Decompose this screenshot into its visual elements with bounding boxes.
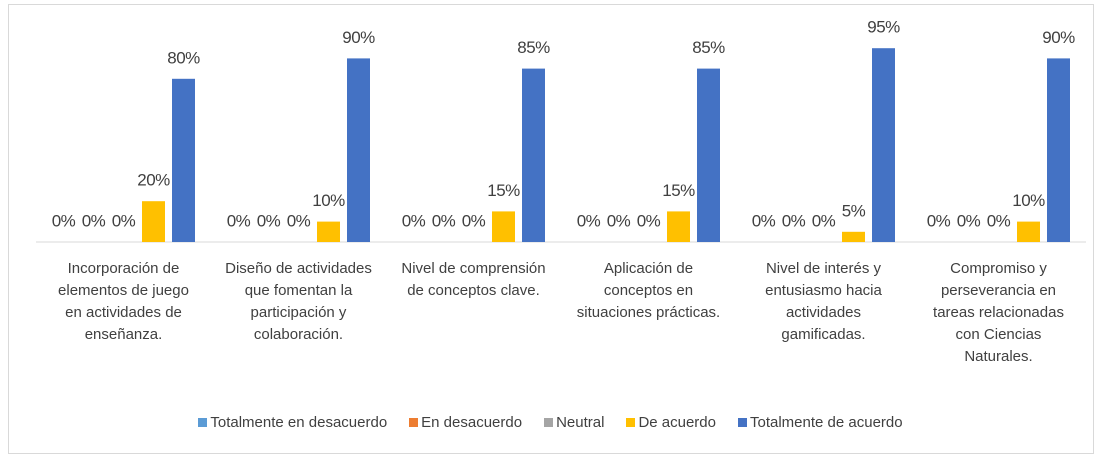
data-label: 90%	[1042, 28, 1075, 47]
legend-item: Neutral	[544, 414, 604, 431]
bar	[1017, 221, 1040, 242]
data-label: 90%	[342, 28, 375, 47]
x-tick-label: Incorporación de elementos de juego en a…	[58, 260, 189, 343]
bar	[492, 211, 515, 242]
data-label: 0%	[287, 211, 311, 230]
data-label: 0%	[637, 211, 661, 230]
bar	[1047, 58, 1070, 243]
bar	[872, 48, 895, 243]
data-label: 5%	[842, 201, 866, 220]
legend-label: De acuerdo	[638, 414, 716, 431]
bar	[697, 68, 720, 242]
data-label: 85%	[692, 38, 725, 57]
x-tick-label: Nivel de comprensión de conceptos clave.	[401, 260, 546, 299]
legend-swatch	[626, 418, 636, 427]
data-label: 0%	[927, 211, 951, 230]
data-label: 0%	[52, 211, 76, 230]
legend-label: En desacuerdo	[421, 414, 523, 431]
legend-swatch	[198, 418, 208, 427]
data-label: 0%	[577, 211, 601, 230]
data-label: 0%	[607, 211, 631, 230]
legend: Totalmente en desacuerdo En desacuerdo Neu…	[0, 414, 1101, 431]
legend-item: Totalmente de acuerdo	[738, 414, 903, 431]
legend-swatch	[738, 418, 747, 427]
legend-item: De acuerdo	[626, 414, 716, 431]
data-label: 0%	[432, 211, 456, 230]
x-tick-label: Compromiso y perseverancia en tareas rel…	[933, 260, 1064, 365]
legend-item: Totalmente en desacuerdo	[198, 414, 387, 431]
data-label: 0%	[957, 211, 981, 230]
data-label: 0%	[257, 211, 281, 230]
bar	[347, 58, 370, 243]
legend-swatch	[409, 418, 419, 427]
legend-label: Neutral	[556, 414, 605, 431]
data-label: 0%	[227, 211, 251, 230]
bar	[317, 221, 340, 242]
bar	[172, 78, 195, 242]
legend-item: En desacuerdo	[409, 414, 522, 431]
legend-swatch	[544, 418, 554, 427]
bar	[142, 201, 165, 242]
data-label: 20%	[137, 171, 170, 190]
data-label: 0%	[402, 211, 426, 230]
chart-frame	[8, 4, 1094, 454]
x-tick-label: Diseño de actividades que fomentan la pa…	[225, 260, 372, 343]
data-label: 10%	[312, 191, 345, 210]
data-label: 95%	[867, 18, 900, 37]
data-label: 85%	[517, 38, 550, 57]
data-label: 0%	[462, 211, 486, 230]
bar	[522, 68, 545, 242]
x-tick-label: Nivel de interés y entusiasmo hacia acti…	[765, 260, 882, 343]
bar	[667, 211, 690, 242]
data-label: 15%	[487, 181, 520, 200]
legend-label: Totalmente de acuerdo	[750, 414, 903, 431]
data-label: 10%	[1012, 191, 1045, 210]
data-label: 0%	[82, 211, 106, 230]
data-label: 0%	[782, 211, 806, 230]
data-label: 80%	[167, 48, 200, 67]
x-tick-label: Aplicación de conceptos en situaciones p…	[576, 260, 721, 321]
data-label: 0%	[812, 211, 836, 230]
legend-label: Totalmente en desacuerdo	[210, 414, 388, 431]
data-label: 0%	[987, 211, 1011, 230]
data-label: 0%	[752, 211, 776, 230]
bar	[842, 231, 865, 242]
data-label: 15%	[662, 181, 695, 200]
data-label: 0%	[112, 211, 136, 230]
